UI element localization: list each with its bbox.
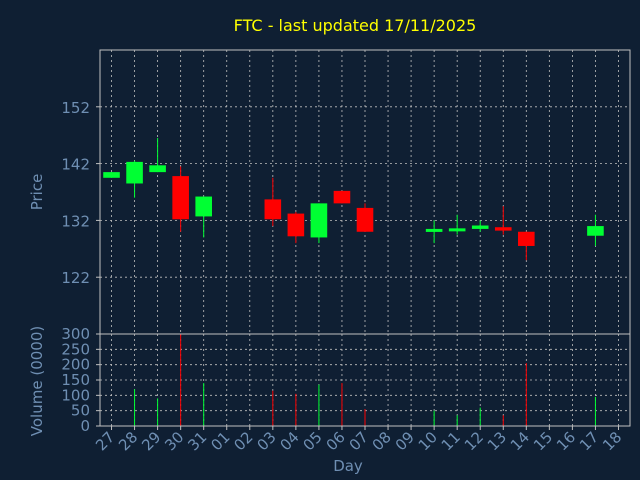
price-grid (100, 50, 630, 334)
chart-title: FTC - last updated 17/11/2025 (234, 16, 477, 35)
candlesticks (103, 138, 604, 261)
x-ticks: 2728293031010203040506070809101112131415… (92, 426, 625, 454)
candle-body (425, 228, 443, 232)
candle-body (195, 196, 212, 217)
x-tick-label: 18 (599, 428, 625, 454)
volume-tick-label: 300 (61, 325, 90, 343)
x-axis-label: Day (333, 457, 363, 475)
candle-body (356, 207, 374, 232)
candle-body (264, 199, 282, 220)
price-axis-label: Price (28, 174, 46, 211)
volume-tick-label: 250 (61, 340, 90, 358)
candle-body (448, 228, 466, 232)
price-tick-label: 122 (61, 269, 90, 287)
volume-tick-label: 150 (61, 371, 90, 389)
candle-body (310, 203, 328, 238)
volume-tick-label: 0 (80, 417, 90, 435)
candle-body (287, 213, 305, 237)
candle-body (587, 226, 604, 236)
volume-tick-label: 100 (61, 386, 90, 404)
candle-body (126, 161, 143, 184)
price-tick-label: 142 (61, 156, 90, 174)
candle-body (172, 176, 189, 220)
price-tick-label: 132 (61, 212, 90, 230)
volume-bars (134, 334, 596, 426)
price-y-ticks: 122 132 142 152 (61, 99, 100, 287)
candle-body (333, 190, 351, 204)
volume-tick-label: 200 (61, 356, 90, 374)
volume-plot-frame (99, 333, 631, 427)
candle-body (149, 165, 166, 173)
candle-body (103, 172, 120, 178)
price-tick-label: 152 (61, 99, 90, 117)
candle-body (518, 231, 535, 246)
candle-body (494, 227, 512, 231)
candle-body (471, 225, 489, 229)
volume-axis-label: Volume (0000) (28, 326, 46, 436)
volume-tick-label: 50 (71, 402, 90, 420)
